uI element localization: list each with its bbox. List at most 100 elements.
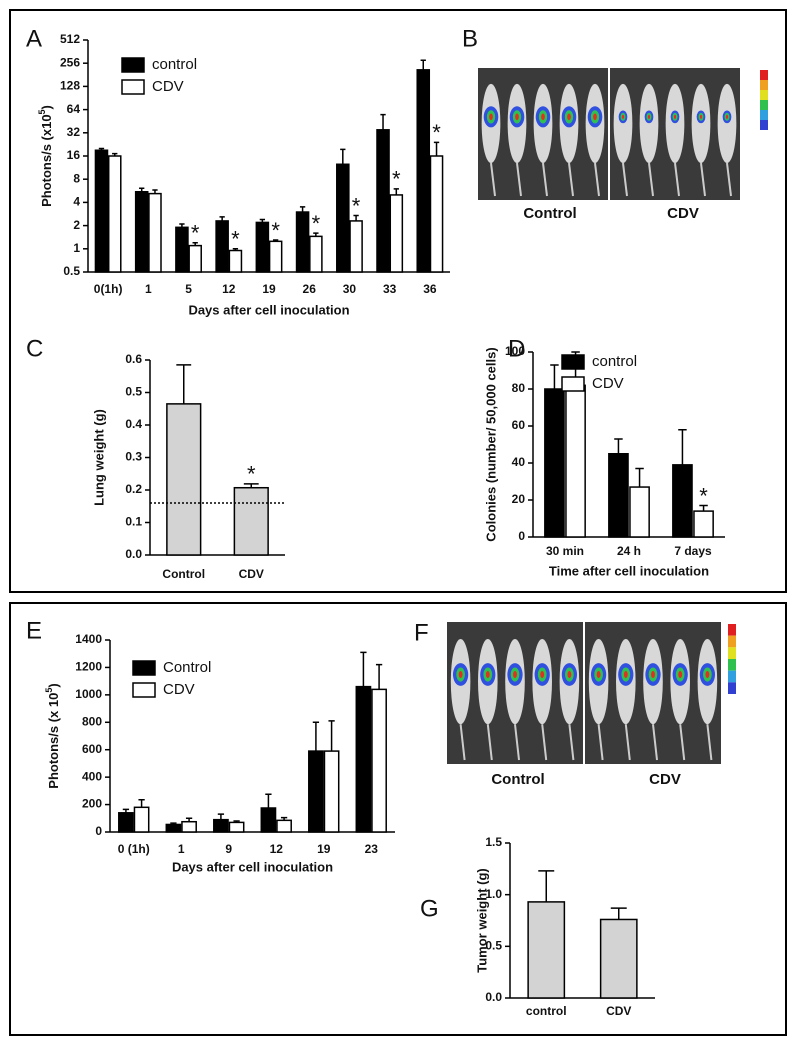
bar [181, 820, 197, 833]
panel-letter: C [26, 335, 43, 362]
image-caption: Control [523, 205, 576, 222]
error-bar [176, 364, 192, 404]
tail [514, 724, 520, 761]
bar [213, 818, 229, 833]
bar [107, 155, 122, 273]
bar [371, 688, 387, 833]
significance-marker: * [352, 193, 361, 218]
x-tick-label: 1 [178, 842, 185, 856]
tail [542, 162, 548, 197]
error-bar [312, 721, 320, 752]
bar [148, 192, 162, 273]
color-scale [728, 624, 736, 636]
error-bar [550, 364, 559, 389]
x-tick-label: CDV [606, 1004, 631, 1018]
bar [349, 220, 363, 273]
y-tick-label: 1200 [75, 660, 102, 674]
y-tick-label: 0.5 [485, 939, 502, 953]
image-caption: CDV [667, 205, 699, 222]
y-tick-label: 60 [512, 418, 526, 432]
bar [94, 149, 109, 273]
x-tick-label: 12 [222, 282, 236, 296]
signal [540, 670, 545, 679]
y-tick-label: 0.2 [125, 482, 142, 496]
bar [323, 750, 340, 833]
tail [674, 162, 680, 197]
y-tick-label: 1000 [75, 687, 102, 701]
color-scale [760, 70, 768, 80]
x-axis-title: Days after cell inoculation [188, 302, 349, 317]
y-axis-title-part: 5 [44, 688, 54, 693]
signal [699, 114, 703, 119]
tail [568, 162, 574, 197]
y-tick-label: 0.5 [125, 385, 142, 399]
image-panel: F Control CDV [414, 619, 736, 788]
tail [652, 724, 658, 761]
y-axis-title: Colonies (number/ 50,000 cells) [483, 347, 498, 541]
x-tick-label: Control [162, 567, 205, 581]
panel-letter: A [26, 25, 42, 52]
bar [429, 155, 444, 273]
y-axis-title-part: Photons/s (x10 [39, 114, 54, 206]
bar [672, 464, 693, 538]
y-tick-label: 256 [60, 55, 80, 69]
legend-swatch [132, 660, 156, 676]
panel-letter: B [462, 25, 478, 52]
x-tick-label: 19 [262, 282, 276, 296]
x-tick-label: 0(1h) [94, 282, 123, 296]
tail [568, 724, 575, 761]
signal [621, 114, 625, 119]
bar [233, 486, 269, 556]
x-tick-label: 36 [423, 282, 437, 296]
error-bar [678, 428, 687, 465]
bar [165, 823, 182, 833]
signal [489, 113, 493, 121]
panel-letter: G [420, 895, 439, 922]
bar [308, 750, 324, 833]
significance-marker: * [247, 462, 256, 487]
bar [268, 240, 283, 273]
legend-label: CDV [163, 681, 195, 698]
y-tick-label: 32 [67, 125, 81, 139]
bar [629, 486, 650, 538]
error-bar [380, 113, 386, 130]
x-tick-label: 30 min [546, 544, 584, 558]
y-tick-label: 0.1 [125, 515, 142, 529]
x-axis-title: Time after cell inoculation [549, 563, 709, 578]
bar [166, 403, 202, 556]
x-tick-label: 24 h [617, 544, 641, 558]
panel-letter: D [508, 335, 525, 362]
signal [678, 670, 683, 679]
signal [651, 670, 655, 679]
x-tick-label: 5 [185, 282, 192, 296]
image-caption: CDV [649, 771, 681, 788]
y-tick-label: 4 [73, 195, 80, 209]
x-tick-label: 12 [270, 842, 284, 856]
legend-swatch [121, 79, 145, 95]
bar [376, 129, 390, 273]
error-bar [353, 214, 359, 221]
significance-marker: * [312, 211, 321, 236]
mouse [665, 83, 685, 164]
bar [175, 226, 189, 273]
legend-label: CDV [592, 375, 624, 392]
panel-letter: E [26, 617, 42, 644]
x-tick-label: 0 (1h) [118, 842, 150, 856]
x-tick-label: 26 [303, 282, 317, 296]
error-bar [393, 188, 399, 195]
signal [705, 670, 710, 679]
color-scale [728, 659, 736, 671]
color-scale [728, 682, 736, 694]
legend-label: CDV [152, 78, 184, 95]
color-scale [760, 120, 768, 130]
significance-marker: * [392, 167, 401, 192]
signal [673, 114, 677, 119]
bar [188, 244, 202, 273]
panel-letter: F [414, 619, 429, 646]
bar [295, 211, 310, 273]
x-tick-label: 19 [317, 842, 331, 856]
legend-swatch [561, 376, 585, 392]
bar [134, 190, 149, 273]
signal [541, 113, 545, 121]
